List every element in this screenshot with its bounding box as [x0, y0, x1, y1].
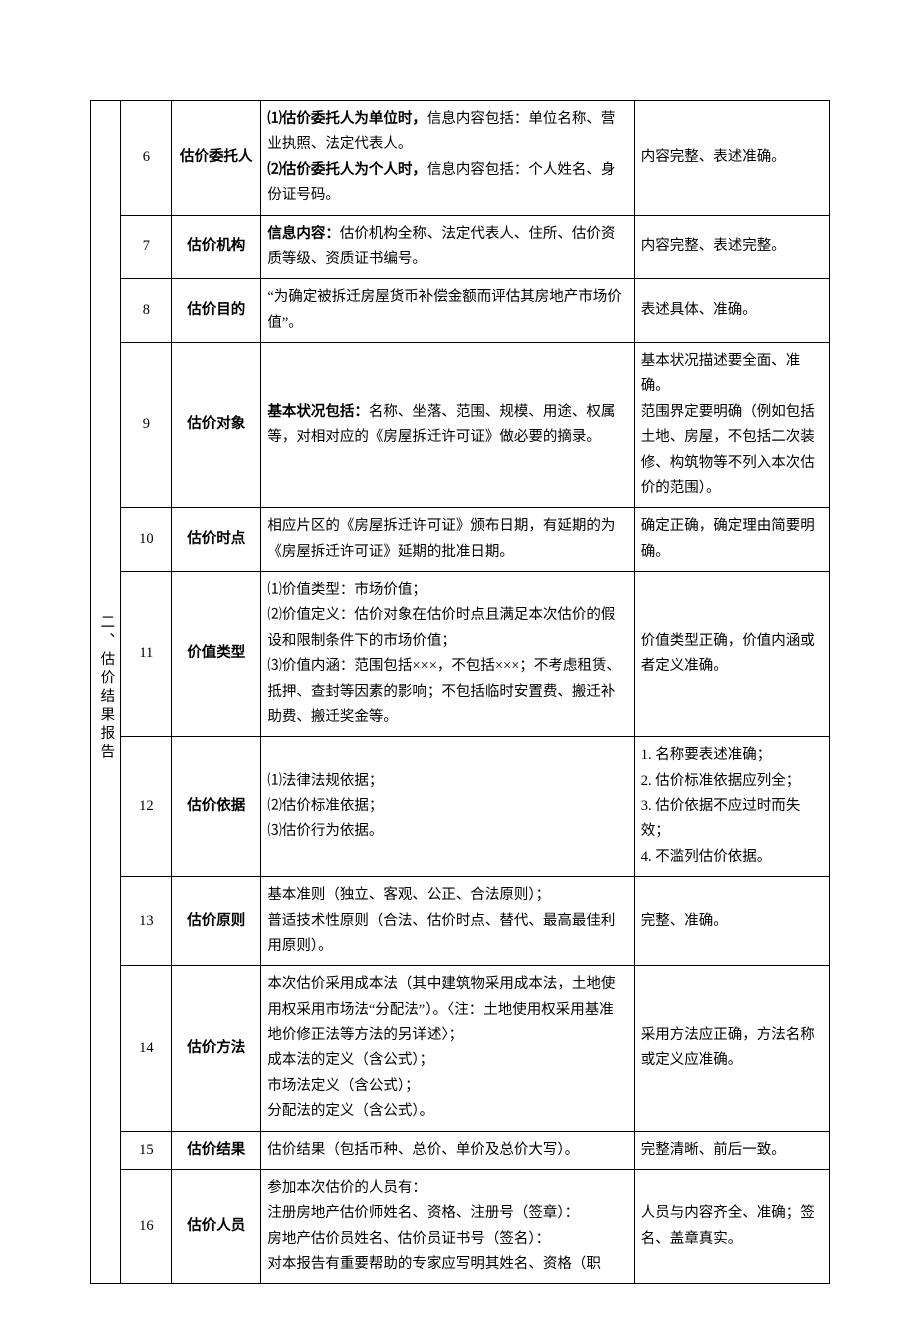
row-number: 11 — [121, 572, 172, 737]
row-item: 估价机构 — [172, 215, 261, 279]
row-requirement: 完整、准确。 — [634, 877, 829, 966]
appraisal-table: 二、估价结果报告 6估价委托人⑴估价委托人为单位时，信息内容包括：单位名称、营业执… — [90, 100, 830, 1284]
row-content: 基本准则（独立、客观、公正、合法原则）；普适技术性原则（合法、估价时点、替代、最… — [261, 877, 634, 966]
row-requirement: 基本状况描述要全面、准确。范围界定要明确（例如包括土地、房屋，不包括二次装修、构… — [634, 343, 829, 508]
row-content: ⑴价值类型：市场价值；⑵价值定义：估价对象在估价时点且满足本次估价的假设和限制条… — [261, 572, 634, 737]
table-row: 9估价对象基本状况包括：名称、坐落、范围、规模、用途、权属等，对相对应的《房屋拆… — [91, 343, 830, 508]
table-row: 14估价方法本次估价采用成本法（其中建筑物采用成本法，土地使用权采用市场法“分配… — [91, 966, 830, 1131]
table-row: 8估价目的“为确定被拆迁房屋货币补偿金额而评估其房地产市场价值”。表述具体、准确… — [91, 279, 830, 343]
row-requirement: 采用方法应正确，方法名称或定义应准确。 — [634, 966, 829, 1131]
row-content: 估价结果（包括币种、总价、单价及总价大写）。 — [261, 1131, 634, 1169]
row-content: 相应片区的《房屋拆迁许可证》颁布日期，有延期的为《房屋拆迁许可证》延期的批准日期… — [261, 508, 634, 572]
row-item: 估价方法 — [172, 966, 261, 1131]
row-content: 基本状况包括：名称、坐落、范围、规模、用途、权属等，对相对应的《房屋拆迁许可证》… — [261, 343, 634, 508]
row-item: 估价委托人 — [172, 101, 261, 216]
row-item: 估价依据 — [172, 737, 261, 877]
row-content: “为确定被拆迁房屋货币补偿金额而评估其房地产市场价值”。 — [261, 279, 634, 343]
row-item: 估价对象 — [172, 343, 261, 508]
row-number: 12 — [121, 737, 172, 877]
row-item: 估价原则 — [172, 877, 261, 966]
row-requirement: 内容完整、表述完整。 — [634, 215, 829, 279]
row-requirement: 价值类型正确，价值内涵或者定义准确。 — [634, 572, 829, 737]
document-page: 二、估价结果报告 6估价委托人⑴估价委托人为单位时，信息内容包括：单位名称、营业执… — [0, 0, 920, 1324]
row-item: 估价目的 — [172, 279, 261, 343]
row-item: 估价时点 — [172, 508, 261, 572]
row-requirement: 1. 名称要表述准确；2. 估价标准依据应列全；3. 估价依据不应过时而失效；4… — [634, 737, 829, 877]
row-requirement: 人员与内容齐全、准确；签名、盖章真实。 — [634, 1169, 829, 1284]
row-requirement: 确定正确，确定理由简要明确。 — [634, 508, 829, 572]
table-row: 15估价结果估价结果（包括币种、总价、单价及总价大写）。完整清晰、前后一致。 — [91, 1131, 830, 1169]
row-number: 9 — [121, 343, 172, 508]
table-row: 二、估价结果报告6估价委托人⑴估价委托人为单位时，信息内容包括：单位名称、营业执… — [91, 101, 830, 216]
table-row: 12估价依据⑴法律法规依据；⑵估价标准依据；⑶估价行为依据。1. 名称要表述准确… — [91, 737, 830, 877]
row-number: 8 — [121, 279, 172, 343]
row-requirement: 完整清晰、前后一致。 — [634, 1131, 829, 1169]
table-body: 二、估价结果报告 6估价委托人⑴估价委托人为单位时，信息内容包括：单位名称、营业执… — [91, 101, 830, 1284]
row-content: 参加本次估价的人员有：注册房地产估价师姓名、资格、注册号（签章）：房地产估价员姓… — [261, 1169, 634, 1284]
row-number: 10 — [121, 508, 172, 572]
row-requirement: 表述具体、准确。 — [634, 279, 829, 343]
row-number: 13 — [121, 877, 172, 966]
table-row: 13估价原则基本准则（独立、客观、公正、合法原则）；普适技术性原则（合法、估价时… — [91, 877, 830, 966]
row-number: 14 — [121, 966, 172, 1131]
row-number: 7 — [121, 215, 172, 279]
row-content: ⑴估价委托人为单位时，信息内容包括：单位名称、营业执照、法定代表人。⑵估价委托人… — [261, 101, 634, 216]
table-row: 7估价机构信息内容：估价机构全称、法定代表人、住所、估价资质等级、资质证书编号。… — [91, 215, 830, 279]
row-requirement: 内容完整、表述准确。 — [634, 101, 829, 216]
row-number: 6 — [121, 101, 172, 216]
row-number: 16 — [121, 1169, 172, 1284]
row-content: 本次估价采用成本法（其中建筑物采用成本法，土地使用权采用市场法“分配法”）。〈注… — [261, 966, 634, 1131]
table-row: 11价值类型⑴价值类型：市场价值；⑵价值定义：估价对象在估价时点且满足本次估价的… — [91, 572, 830, 737]
section-header-cell: 二、估价结果报告 — [91, 101, 121, 1284]
row-item: 估价人员 — [172, 1169, 261, 1284]
row-item: 价值类型 — [172, 572, 261, 737]
row-content: 信息内容：估价机构全称、法定代表人、住所、估价资质等级、资质证书编号。 — [261, 215, 634, 279]
section-label: 二、估价结果报告 — [93, 614, 118, 762]
table-row: 16估价人员参加本次估价的人员有：注册房地产估价师姓名、资格、注册号（签章）：房… — [91, 1169, 830, 1284]
row-content: ⑴法律法规依据；⑵估价标准依据；⑶估价行为依据。 — [261, 737, 634, 877]
row-number: 15 — [121, 1131, 172, 1169]
table-row: 10估价时点相应片区的《房屋拆迁许可证》颁布日期，有延期的为《房屋拆迁许可证》延… — [91, 508, 830, 572]
row-item: 估价结果 — [172, 1131, 261, 1169]
